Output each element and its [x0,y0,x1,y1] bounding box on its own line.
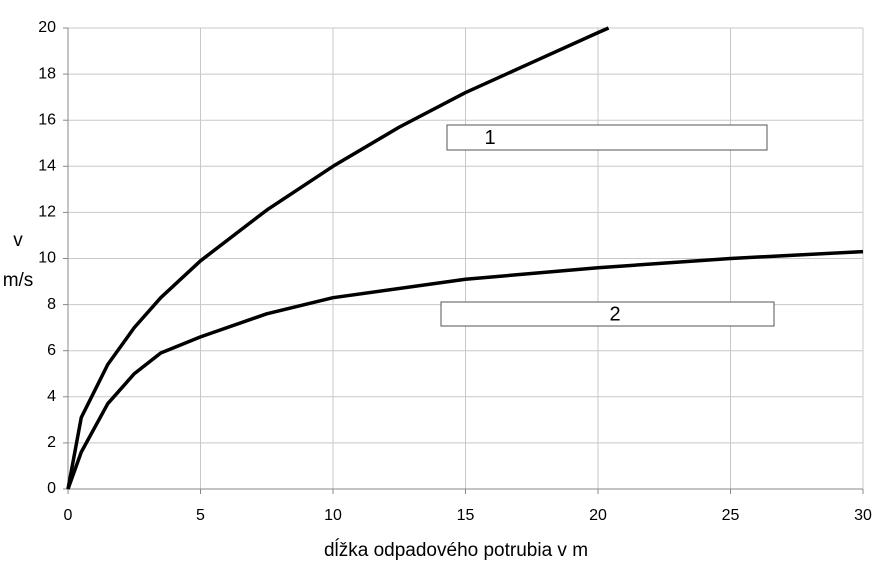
y-tick-label: 10 [38,250,56,267]
series-line [66,249,864,490]
y-tick-label: 18 [38,65,56,82]
y-tick-label: 12 [38,204,56,221]
y-tick-label: 20 [38,19,56,36]
y-axis-label: m/s [3,270,34,291]
y-tick-label: 6 [47,342,56,359]
x-tick-label: 15 [457,507,475,524]
x-tick-label: 10 [324,507,342,524]
y-tick-label: 2 [47,434,56,451]
x-tick-label: 25 [722,507,740,524]
legend-box [446,124,768,151]
legend-box [440,301,775,327]
x-tick-label: 0 [64,507,73,524]
y-tick-label: 8 [47,296,56,313]
series-line [66,26,610,490]
x-axis-label: dĺžka odpadového potrubia v m [324,539,588,561]
y-tick-label: 4 [47,388,56,405]
legend-label: 2 [609,303,620,325]
legend-label: 1 [484,127,495,149]
x-tick-label: 20 [589,507,607,524]
y-tick-label: 14 [38,158,56,175]
y-tick-label: 16 [38,111,56,128]
x-tick-label: 30 [854,507,872,524]
y-tick-label: 0 [47,480,56,497]
x-tick-label: 5 [196,507,205,524]
y-axis-label: v [13,230,23,251]
